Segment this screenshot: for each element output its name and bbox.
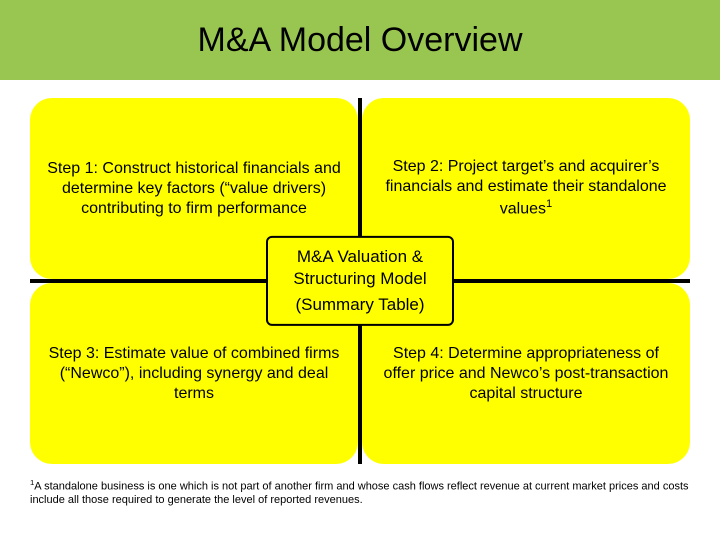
- step-2-text: Step 2: Project target’s and acquirer’s …: [376, 157, 676, 219]
- page-title: M&A Model Overview: [198, 21, 523, 60]
- header-band: M&A Model Overview: [0, 0, 720, 80]
- footnote-text: A standalone business is one which is no…: [30, 481, 689, 507]
- center-line-2: (Summary Table): [274, 294, 446, 316]
- step-1-text: Step 1: Construct historical financials …: [44, 159, 344, 219]
- footnote: 1A standalone business is one which is n…: [30, 478, 690, 508]
- quad-grid: Step 1: Construct historical financials …: [30, 98, 690, 464]
- step-2-text-main: Step 2: Project target’s and acquirer’s …: [385, 158, 666, 217]
- step-2-sup: 1: [546, 198, 552, 210]
- step-3-text: Step 3: Estimate value of combined firms…: [44, 344, 344, 404]
- center-line-1: M&A Valuation & Structuring Model: [274, 246, 446, 290]
- step-4-text: Step 4: Determine appropriateness of off…: [376, 344, 676, 404]
- center-box: M&A Valuation & Structuring Model (Summa…: [266, 236, 454, 326]
